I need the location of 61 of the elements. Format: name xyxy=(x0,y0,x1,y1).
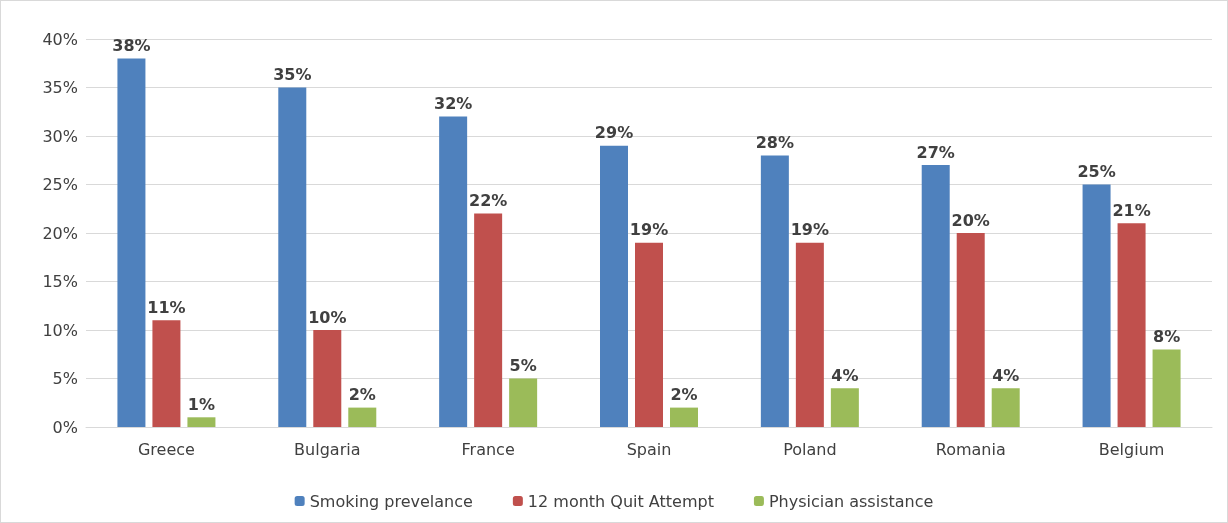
data-label: 2% xyxy=(670,385,698,405)
x-tick-label: Bulgaria xyxy=(294,439,361,459)
y-tick-label: 5% xyxy=(52,369,78,388)
bar xyxy=(152,320,181,427)
data-label: 2% xyxy=(348,385,376,405)
bar xyxy=(187,417,216,427)
legend-label: Physician assistance xyxy=(768,491,934,511)
data-label: 19% xyxy=(790,220,830,240)
data-label: 25% xyxy=(1077,162,1116,181)
bar xyxy=(956,233,985,427)
bar xyxy=(509,378,538,427)
bar xyxy=(600,145,628,427)
bar xyxy=(1082,184,1111,427)
legend-label: Smoking prevelance xyxy=(309,491,473,511)
y-tick-label: 20% xyxy=(42,223,78,243)
data-label: 11% xyxy=(147,297,186,317)
bar xyxy=(991,388,1020,427)
x-tick-label: Greece xyxy=(137,439,195,459)
x-tick-label: Romania xyxy=(935,439,1006,459)
bar xyxy=(474,213,503,427)
bar xyxy=(760,155,789,427)
y-tick-label: 0% xyxy=(52,417,78,437)
data-label: 28% xyxy=(755,132,795,152)
data-label: 4% xyxy=(831,365,859,385)
data-label: 27% xyxy=(916,142,955,162)
legend-label: 12 month Quit Attempt xyxy=(527,491,714,511)
data-label: 32% xyxy=(433,94,473,114)
bar xyxy=(670,407,698,427)
data-label: 5% xyxy=(509,356,537,375)
data-label: 20% xyxy=(951,210,990,230)
bar xyxy=(278,87,307,427)
data-label: 35% xyxy=(273,65,312,84)
bar xyxy=(117,58,146,427)
bar xyxy=(348,407,377,427)
data-label: 19% xyxy=(629,220,669,240)
bar xyxy=(313,330,342,427)
y-tick-label: 40% xyxy=(42,29,78,49)
bar xyxy=(635,242,663,427)
data-label: 10% xyxy=(308,307,347,327)
y-tick-label: 30% xyxy=(42,126,78,146)
bar xyxy=(1152,349,1181,427)
x-tick-label: Belgium xyxy=(1098,439,1165,459)
data-label: 38% xyxy=(112,35,151,55)
y-tick-label: 25% xyxy=(42,175,78,194)
x-tick-label: France xyxy=(461,439,515,459)
data-label: 21% xyxy=(1112,200,1151,220)
bar xyxy=(1117,223,1146,427)
x-tick-label: Poland xyxy=(783,439,837,459)
y-tick-label: 15% xyxy=(42,272,78,291)
x-tick-label: Spain xyxy=(626,439,672,459)
bar xyxy=(439,116,468,427)
bar xyxy=(795,242,824,427)
data-label: 1% xyxy=(187,394,216,414)
data-label: 29% xyxy=(594,123,634,143)
bar xyxy=(830,388,859,427)
y-tick-label: 10% xyxy=(42,320,78,340)
data-label: 4% xyxy=(992,365,1020,385)
data-label: 22% xyxy=(468,191,508,211)
data-label: 8% xyxy=(1152,326,1181,346)
bar xyxy=(921,165,950,427)
y-tick-label: 35% xyxy=(42,78,78,97)
